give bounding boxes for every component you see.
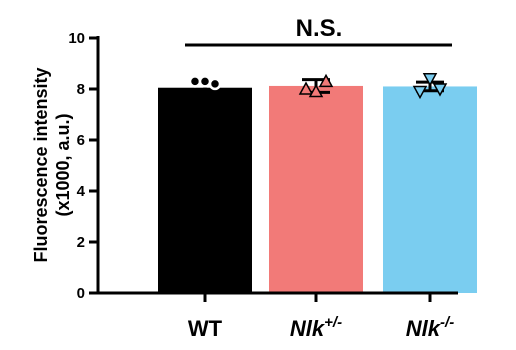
x-category-label: Nlk+/- bbox=[290, 314, 342, 341]
x-category-label: WT bbox=[188, 316, 223, 341]
y-ticks-layer: 0 2 4 6 8 10 bbox=[68, 30, 98, 302]
y-tick-label: 0 bbox=[77, 285, 85, 302]
data-point bbox=[208, 77, 222, 91]
axes-layer bbox=[96, 36, 458, 302]
x-categories-layer: WT Nlk+/- Nlk-/- bbox=[188, 314, 454, 341]
data-point bbox=[198, 75, 212, 88]
significance-label: N.S. bbox=[296, 15, 343, 42]
data-point bbox=[308, 83, 324, 98]
y-tick-label: 10 bbox=[68, 30, 85, 47]
data-point bbox=[318, 73, 334, 88]
y-tick-label: 2 bbox=[77, 234, 85, 251]
y-tick-label: 4 bbox=[77, 183, 86, 200]
y-axis-title-line1: Fluorescence intensity bbox=[31, 67, 51, 262]
data-point bbox=[432, 83, 448, 97]
significance-layer: N.S. bbox=[185, 15, 452, 47]
x-category-label: Nlk-/- bbox=[406, 314, 454, 341]
bar bbox=[158, 87, 252, 293]
bar bbox=[383, 86, 477, 293]
bar bbox=[269, 85, 363, 293]
y-tick-label: 8 bbox=[77, 81, 85, 98]
data-point bbox=[298, 81, 314, 95]
y-tick-label: 6 bbox=[77, 132, 85, 149]
data-point bbox=[188, 75, 202, 88]
y-axis-title-line2: (x1000, a.u.) bbox=[53, 113, 73, 216]
bars-layer bbox=[158, 85, 477, 293]
y-axis-title: Fluorescence intensity (x1000, a.u.) bbox=[31, 67, 73, 262]
data-point bbox=[422, 73, 438, 87]
data-point bbox=[412, 85, 428, 100]
points-layer bbox=[188, 73, 448, 100]
